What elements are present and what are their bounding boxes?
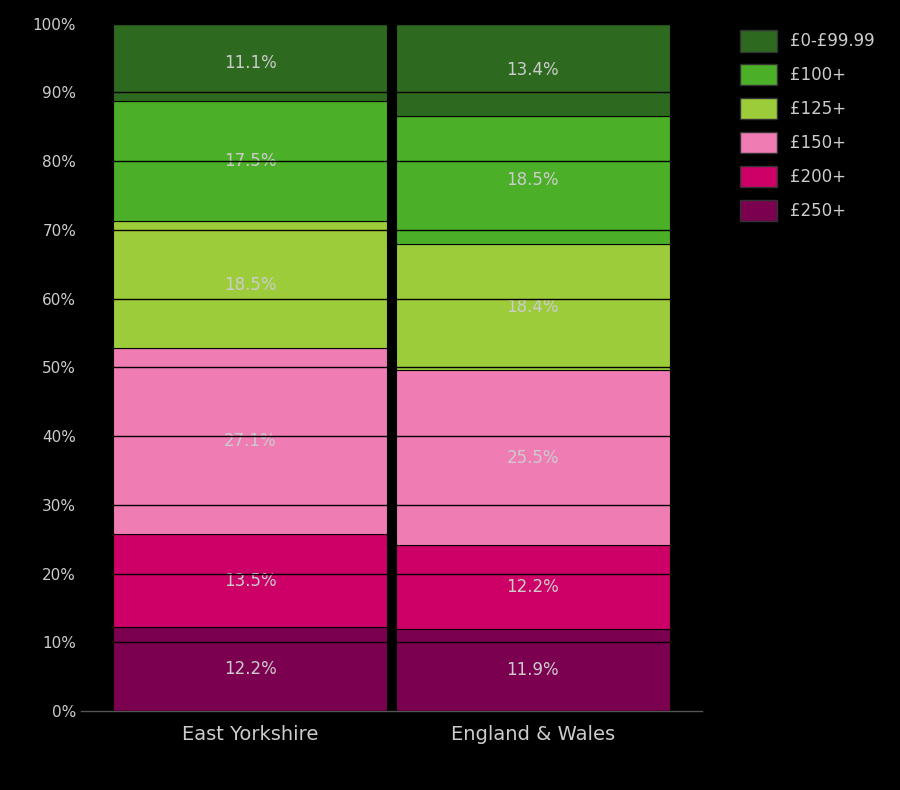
Text: 25.5%: 25.5% <box>507 449 559 467</box>
Text: 13.4%: 13.4% <box>507 62 559 80</box>
Text: 11.1%: 11.1% <box>224 54 276 72</box>
Bar <box>396 24 670 116</box>
Bar <box>396 370 670 545</box>
Text: 17.5%: 17.5% <box>224 152 276 170</box>
Text: 18.4%: 18.4% <box>507 298 559 316</box>
Bar <box>113 534 387 627</box>
Text: 27.1%: 27.1% <box>224 432 276 450</box>
Text: 11.9%: 11.9% <box>507 661 559 679</box>
Bar <box>396 545 670 629</box>
Bar <box>113 24 387 100</box>
Legend: £0-£99.99, £100+, £125+, £150+, £200+, £250+: £0-£99.99, £100+, £125+, £150+, £200+, £… <box>735 25 880 226</box>
Text: 12.2%: 12.2% <box>507 578 559 596</box>
Bar <box>396 116 670 243</box>
Bar <box>113 100 387 221</box>
Text: 18.5%: 18.5% <box>224 276 276 294</box>
Bar <box>396 243 670 370</box>
Text: 12.2%: 12.2% <box>224 660 276 678</box>
Text: 13.5%: 13.5% <box>224 572 276 590</box>
Bar <box>113 627 387 711</box>
Bar <box>396 629 670 711</box>
Bar <box>113 348 387 534</box>
Text: 18.5%: 18.5% <box>507 171 559 189</box>
Bar <box>113 221 387 348</box>
